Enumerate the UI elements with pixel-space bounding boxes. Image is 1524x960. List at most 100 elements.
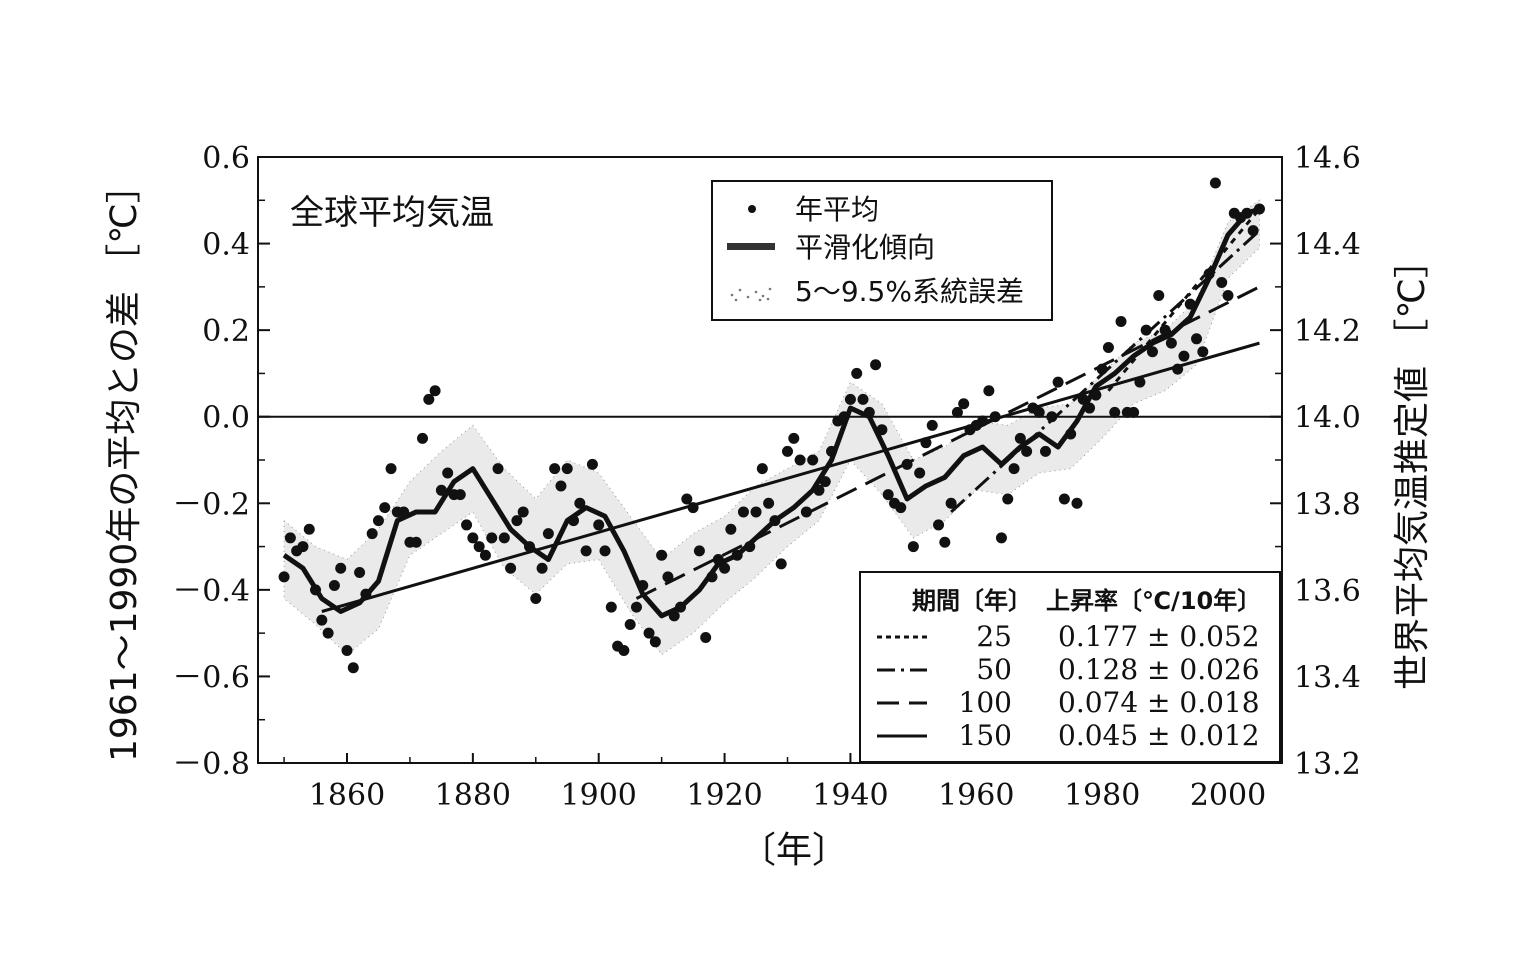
annual-dot xyxy=(467,532,479,544)
table-rate: 0.045 ± 0.012 xyxy=(1058,719,1260,752)
annual-dot xyxy=(876,424,888,436)
table-rate: 0.128 ± 0.026 xyxy=(1058,653,1260,686)
x-tick-label: 2000 xyxy=(1190,778,1266,813)
y-left-tick-label: 0.6 xyxy=(202,141,250,176)
annual-dot xyxy=(756,463,768,475)
y-left-tick-label: 0.2 xyxy=(202,314,250,349)
legend: 年平均 平滑化傾向 5～9.5%系統誤差 xyxy=(711,180,1053,321)
annual-dot xyxy=(857,393,869,405)
annual-dot xyxy=(800,506,812,518)
annual-dot xyxy=(1197,346,1209,358)
table-period: 50 xyxy=(976,653,1012,686)
y-right-tick-label: 13.4 xyxy=(1294,660,1361,695)
annual-dot xyxy=(1172,363,1184,375)
annual-dot xyxy=(410,536,422,548)
y-left-tick-label: 0.4 xyxy=(202,228,250,263)
x-tick-label: 1960 xyxy=(938,778,1014,813)
uncertainty-band-layer xyxy=(283,199,1260,656)
annual-dots-layer xyxy=(278,177,1265,674)
annual-dot xyxy=(278,571,290,583)
annual-dot xyxy=(354,567,366,579)
annual-dot xyxy=(995,532,1007,544)
annual-dot xyxy=(303,523,315,535)
y-left-tick-label: －0.2 xyxy=(172,487,250,522)
annual-dot xyxy=(366,528,378,540)
annual-dot xyxy=(744,541,756,553)
annual-dot xyxy=(901,458,913,470)
annual-dot xyxy=(297,541,309,553)
table-rate: 0.074 ± 0.018 xyxy=(1058,686,1260,719)
annual-dot xyxy=(568,515,580,527)
annual-dot xyxy=(668,610,680,622)
trend-table-header-period: 期間〔年〕 xyxy=(912,587,1032,615)
annual-dot xyxy=(1002,493,1014,505)
annual-dot xyxy=(838,411,850,423)
annual-dot xyxy=(763,497,775,509)
trend-table: 期間〔年〕 上昇率〔℃/10年〕 25 0.177 ± 0.052 50 0.128 … xyxy=(859,571,1281,763)
annual-dot xyxy=(1247,225,1259,237)
annual-dot xyxy=(454,489,466,501)
legend-annual-label: 年平均 xyxy=(795,193,879,226)
annual-dot xyxy=(328,580,340,592)
y-left-tick-label: －0.4 xyxy=(172,574,250,609)
annual-dot xyxy=(775,558,787,570)
annual-dot xyxy=(1159,324,1171,336)
annual-dot xyxy=(1253,203,1265,215)
annual-dot xyxy=(316,614,328,626)
annual-dot xyxy=(630,601,642,613)
annual-dot xyxy=(586,458,598,470)
annual-dot xyxy=(442,467,454,479)
trend-table-header-rate: 上昇率〔℃/10年〕 xyxy=(1046,587,1261,615)
annual-dot xyxy=(807,454,819,466)
trend-line-150 xyxy=(321,341,1260,613)
legend-error-label: 5～9.5%系統誤差 xyxy=(795,275,1024,308)
annual-dot xyxy=(505,562,517,574)
annual-dot xyxy=(687,502,699,514)
table-period: 150 xyxy=(959,719,1012,752)
annual-dot xyxy=(605,601,617,613)
annual-dot xyxy=(649,636,661,648)
annual-dot xyxy=(637,580,649,592)
annual-dot xyxy=(1008,463,1020,475)
y-left-tick-label: 0.0 xyxy=(202,401,250,436)
annual-dot xyxy=(863,406,875,418)
annual-dot xyxy=(574,497,586,509)
x-tick-label: 1920 xyxy=(686,778,762,813)
annual-dot xyxy=(398,506,410,518)
annual-dot xyxy=(417,432,429,444)
annual-dot xyxy=(782,445,793,457)
annual-dot xyxy=(555,480,567,492)
annual-dot xyxy=(826,445,838,457)
annual-dot xyxy=(618,644,630,656)
annual-dot xyxy=(1191,333,1203,345)
annual-dot xyxy=(423,393,435,405)
annual-dot xyxy=(530,593,542,605)
annual-dot xyxy=(498,532,510,544)
annual-dot xyxy=(1184,298,1196,310)
annual-dot xyxy=(1146,346,1158,358)
annual-dot xyxy=(1052,376,1064,388)
annual-dot xyxy=(983,385,995,397)
annual-dot xyxy=(794,454,806,466)
annual-dot xyxy=(914,467,926,479)
uncertainty-band xyxy=(283,199,1260,656)
table-rate: 0.177 ± 0.052 xyxy=(1058,620,1260,653)
annual-dot xyxy=(1058,493,1070,505)
annual-dot xyxy=(523,541,535,553)
annual-dot xyxy=(895,502,907,514)
annual-dot xyxy=(1033,406,1045,418)
annual-dot xyxy=(769,515,781,527)
annual-dot xyxy=(486,532,498,544)
annual-dot xyxy=(1134,376,1146,388)
y-right-tick-label: 14.6 xyxy=(1294,141,1361,176)
annual-dot xyxy=(1203,268,1215,280)
annual-dot xyxy=(706,571,718,583)
annual-dot xyxy=(951,406,963,418)
annual-dot xyxy=(907,541,919,553)
annual-dot xyxy=(599,545,611,557)
annual-dot xyxy=(989,411,1001,423)
annual-dot xyxy=(492,463,504,475)
annual-dot xyxy=(284,532,296,544)
annual-dot xyxy=(926,419,938,431)
annual-dot xyxy=(731,549,743,561)
